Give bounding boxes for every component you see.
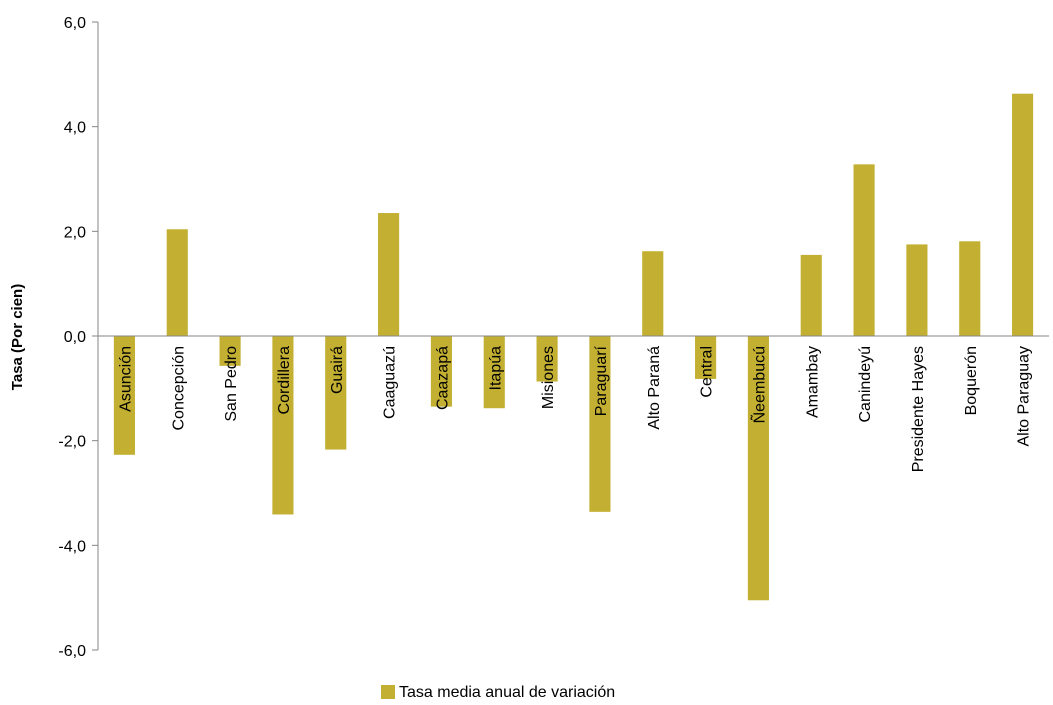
x-tick-label: Concepción: [170, 346, 187, 431]
axes: [97, 22, 1049, 650]
legend-label: Tasa media anual de variación: [399, 684, 615, 701]
legend-swatch: [381, 685, 395, 699]
y-axis-title: Tasa (Por cien): [9, 284, 26, 390]
bar-3: [272, 336, 294, 515]
x-tick-label: Presidente Hayes: [910, 346, 927, 472]
bar-14: [853, 164, 875, 336]
x-tick-label: Cordillera: [276, 346, 293, 415]
x-tick-label: Canindeyú: [857, 346, 874, 423]
bar-1: [166, 229, 188, 336]
bars: [113, 93, 1034, 601]
bar-7: [483, 336, 505, 409]
x-tick-label: Alto Paraná: [646, 346, 663, 430]
y-tick-label: 0,0: [64, 329, 86, 346]
category-labels: Asunción Concepción San Pedro Cordillera Gua…: [117, 345, 1032, 472]
bar-9: [589, 336, 611, 512]
x-tick-label: Guairá: [329, 346, 346, 394]
x-tick-label: Itapúa: [487, 346, 504, 391]
bar-8: [536, 336, 558, 382]
bar-17: [1012, 93, 1034, 337]
y-tick-label: -6,0: [58, 643, 86, 660]
y-tick-label: -4,0: [58, 538, 86, 555]
bar-10: [642, 251, 664, 336]
x-tick-label: San Pedro: [223, 346, 240, 422]
bar-4: [325, 336, 347, 450]
bar-0: [113, 336, 135, 455]
bar-2: [219, 336, 241, 366]
bar-12: [747, 336, 769, 601]
y-tick-label: 2,0: [64, 224, 86, 241]
y-axis-ticks: 6,0 4,0 2,0 0,0 -2,0 -4,0 -6,0: [58, 15, 98, 660]
x-tick-label: Alto Paraguay: [1016, 346, 1033, 447]
x-tick-label: Amambay: [804, 346, 821, 418]
bar-6: [430, 336, 452, 407]
x-tick-label: Misiones: [540, 346, 557, 409]
x-tick-label: Caaguazú: [382, 346, 399, 419]
y-tick-label: -2,0: [58, 434, 86, 451]
y-tick-label: 4,0: [64, 120, 86, 137]
x-tick-label: Asunción: [117, 346, 134, 412]
x-tick-label: Central: [699, 346, 716, 398]
y-tick-label: 6,0: [64, 15, 86, 32]
bar-16: [959, 241, 981, 336]
x-tick-label: Caazapá: [434, 346, 451, 410]
bar-5: [378, 213, 400, 336]
legend: Tasa media anual de variación: [381, 684, 615, 701]
bar-11: [695, 336, 717, 379]
x-tick-label: Paraguarí: [593, 345, 610, 416]
x-tick-label: Ñeembucú: [748, 346, 768, 423]
x-tick-label: Boquerón: [963, 346, 980, 415]
bar-13: [800, 254, 822, 336]
bar-15: [906, 244, 928, 336]
